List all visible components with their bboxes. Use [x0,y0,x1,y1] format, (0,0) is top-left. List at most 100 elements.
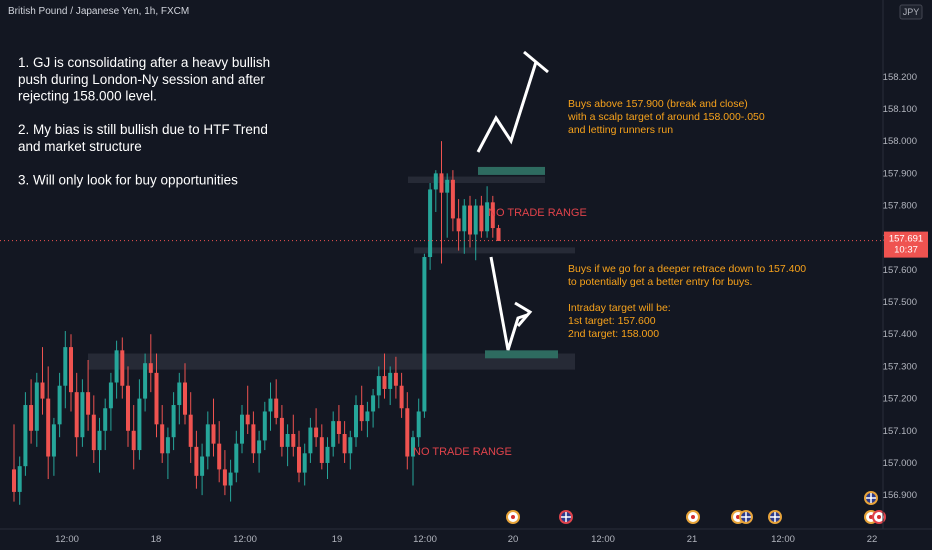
candle-body [120,350,125,386]
candle [348,430,353,470]
candle-body [371,395,376,412]
currency-badge[interactable] [899,4,923,20]
candle-body [46,398,51,457]
candle [297,430,301,483]
candle [462,199,467,254]
target-box [485,350,558,359]
candle [211,398,216,457]
candle [23,392,28,476]
time-tick-label: 21 [687,534,698,545]
candle-body [211,424,216,444]
candle [137,379,142,460]
candle-body [74,392,79,438]
note-line: push during London-Ny session and after [18,72,265,87]
time-tick-label: 12:00 [55,534,79,545]
time-tick-label: 12:00 [591,534,615,545]
candle [331,411,336,457]
candle [468,195,472,248]
candle [354,395,358,447]
candle-body [200,456,205,476]
candle [143,353,148,412]
candle [12,424,16,502]
price-tick-label: 157.600 [883,265,917,276]
bullish-arrow-upper-head [523,50,549,74]
candle-body [131,430,136,451]
candle [445,173,450,238]
note-line: 2. My bias is still bullish due to HTF T… [18,122,268,137]
time-axis[interactable]: 12:00 18 12:00 19 12:00 20 12:00 21 12:00 22 [55,534,877,545]
note-line: 2nd target: 158.000 [568,328,659,340]
candle [165,427,170,480]
candle [200,443,205,496]
candle [450,170,455,232]
candle [422,253,427,418]
candle [319,424,324,470]
note-line: rejecting 158.000 level. [18,89,157,104]
candle-body [405,408,410,457]
candle-body [331,421,336,447]
left-notes-block: 1. GJ is consolidating after a heavy bul… [18,55,270,188]
note-line: 1. GJ is consolidating after a heavy bul… [18,55,270,70]
candle [456,199,461,251]
candle [205,411,210,470]
candle [234,430,239,483]
buy-above-note: Buys above 157.900 (break and close)with… [567,98,765,136]
event-icon-uk-flag[interactable] [739,510,753,524]
candle-body [165,437,170,454]
candle [34,372,39,447]
candle [57,372,62,438]
price-tick-label: 157.400 [883,329,917,340]
candle [114,340,119,399]
time-tick-label: 19 [332,534,343,545]
candle [17,456,22,505]
candle [485,186,490,238]
candle-body [17,466,22,492]
candle [428,183,433,270]
candle [188,392,193,463]
candle-body [194,446,199,476]
candle [91,395,96,463]
candle [439,141,444,264]
candle-body [154,372,159,425]
candle-body [148,363,153,373]
event-icon-uk-flag[interactable] [559,510,573,524]
candle-body [279,417,284,447]
candle [325,437,330,480]
candle [177,372,182,425]
candle [308,417,313,463]
candle [342,421,347,463]
candle-body [399,385,404,409]
price-tick-label: 158.000 [883,136,917,147]
candle [393,356,398,399]
candle [496,224,501,241]
sr-zone [408,176,545,184]
price-tick-label: 157.200 [883,394,917,405]
price-tick-label: 158.200 [883,72,917,83]
candle [171,392,176,451]
candle-body [376,376,381,396]
time-tick-label: 20 [508,534,519,545]
candle [433,170,438,212]
candle-body [240,414,244,444]
candle [222,450,227,496]
event-icon-flag[interactable] [506,510,520,524]
candle [63,331,68,409]
event-icon-uk-flag[interactable] [864,491,878,505]
candle [183,363,187,425]
candle [382,353,387,399]
candle-body [57,385,62,425]
current-price-tag: 157.691 10:37 [884,231,928,258]
candle-body [257,440,262,454]
event-icon-flag[interactable] [872,510,886,524]
price-tick-label: 157.000 [883,458,917,469]
candle [74,372,79,457]
event-icon-uk-flag[interactable] [768,510,782,524]
event-icon-flag[interactable] [686,510,700,524]
candle [302,443,307,486]
candle-body [80,392,85,438]
time-tick-label: 12:00 [233,534,257,545]
candle-body [342,433,347,454]
candle [285,424,290,467]
price-tick-label: 157.100 [883,426,917,437]
